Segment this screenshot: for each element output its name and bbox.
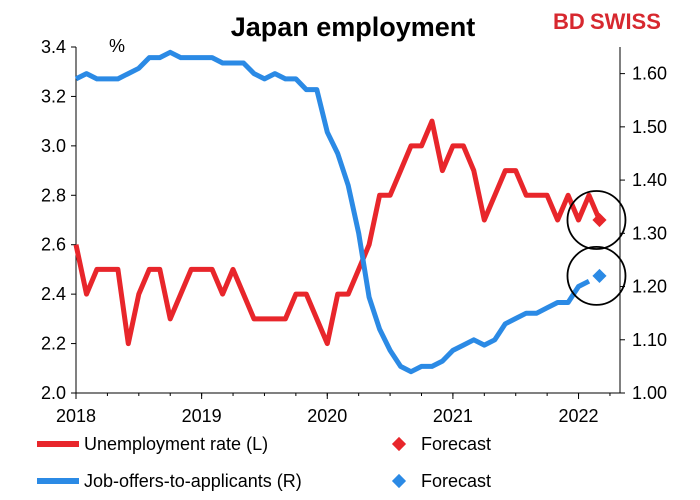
forecast-highlight-circle	[566, 245, 627, 306]
series-layer	[73, 49, 607, 375]
brand-logo: BD SWISS	[553, 9, 661, 34]
right-tick-label: 1.60	[632, 64, 667, 84]
right-tick-label: 1.50	[632, 117, 667, 137]
x-tick-label: 2020	[307, 406, 347, 426]
left-tick-label: 2.6	[41, 235, 66, 255]
legend-label-job-offers-forecast: Forecast	[421, 471, 491, 491]
forecast-marker-unemployment	[592, 212, 607, 228]
left-tick-label: 2.8	[41, 185, 66, 205]
series-line-unemployment	[73, 118, 602, 347]
annotation-layer	[566, 190, 627, 306]
forecast-highlight-circle	[566, 190, 627, 250]
x-tick-label: 2019	[182, 406, 222, 426]
right-tick-label: 1.40	[632, 170, 667, 190]
chart-title: Japan employment	[231, 12, 476, 42]
x-axis-ticks: 2018 2019 2020 2021 2022	[56, 393, 611, 426]
right-tick-label: 1.00	[632, 383, 667, 403]
axes	[75, 47, 621, 394]
right-axis-ticks: 1.00 1.10 1.20 1.30 1.40 1.50 1.60	[620, 64, 667, 403]
left-tick-label: 2.2	[41, 334, 66, 354]
left-tick-label: 3.4	[41, 37, 66, 57]
right-tick-label: 1.20	[632, 277, 667, 297]
x-tick-label: 2021	[433, 406, 473, 426]
left-tick-label: 3.0	[41, 136, 66, 156]
right-tick-label: 1.10	[632, 330, 667, 350]
right-tick-label: 1.30	[632, 223, 667, 243]
x-tick-label: 2022	[559, 406, 599, 426]
left-tick-label: 2.4	[41, 284, 66, 304]
legend-label-unemployment-forecast: Forecast	[421, 434, 491, 454]
legend: Unemployment rate (L) Forecast Job-offer…	[37, 434, 491, 491]
series-line-job-offers	[74, 49, 591, 375]
legend-label-job-offers: Job-offers-to-applicants (R)	[84, 471, 302, 491]
logo-text-swiss: SWISS	[590, 9, 661, 34]
x-tick-label: 2018	[56, 406, 96, 426]
left-tick-label: 3.2	[41, 86, 66, 106]
legend-swatch-job-offers-forecast	[391, 473, 407, 489]
left-axis-ticks: 2.0 2.2 2.4 2.6 2.8 3.0 3.2 3.4	[41, 37, 76, 403]
legend-swatch-unemployment-forecast	[391, 436, 407, 452]
legend-label-unemployment: Unemployment rate (L)	[84, 434, 268, 454]
left-tick-label: 2.0	[41, 383, 66, 403]
logo-text-bd: BD	[553, 9, 585, 34]
left-axis-unit: %	[109, 36, 125, 56]
forecast-marker-job-offers	[592, 268, 607, 283]
